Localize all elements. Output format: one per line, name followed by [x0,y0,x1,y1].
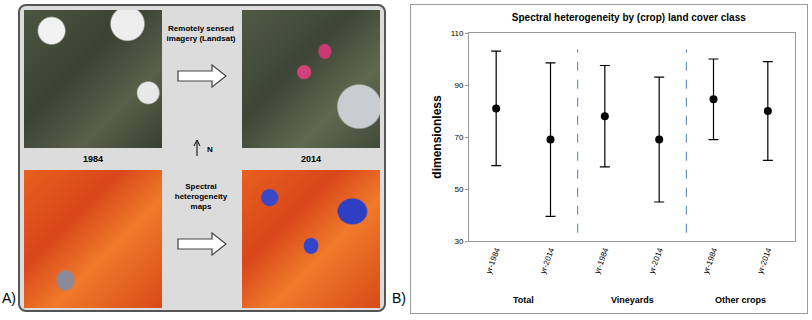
svg-text:Vineyards: Vineyards [611,295,654,305]
svg-text:110: 110 [451,29,464,38]
svg-text:yr-1984: yr-1984 [593,246,611,275]
html-text:1984: 1984 [83,154,103,164]
html-text:B): B) [392,290,406,306]
html-text:Remotely sensed imagery (Lands: Remotely sensed imagery (Landsat) [166,24,236,43]
svg-text:30: 30 [454,237,463,246]
svg-text:yr-2014: yr-2014 [756,246,774,275]
html-text:A): A) [2,290,16,306]
svg-text:50: 50 [454,185,463,194]
svg-text:Total: Total [513,295,534,305]
svg-text:Spectral heterogeneity by (cro: Spectral heterogeneity by (crop) land co… [512,12,746,23]
svg-text:yr-2014: yr-2014 [538,246,556,275]
svg-text:yr-1984: yr-1984 [484,246,502,275]
html-text:N: N [207,145,213,154]
svg-text:yr-2014: yr-2014 [647,246,665,275]
svg-text:70: 70 [454,133,463,142]
html-text:Spectral heterogeneity maps: Spectral heterogeneity maps [174,182,228,211]
svg-text:yr-1984: yr-1984 [701,246,719,275]
html-text:2014: 2014 [301,154,321,164]
svg-text:Other crops: Other crops [715,295,766,305]
svg-text:90: 90 [454,81,463,90]
svg-text:dimensionless: dimensionless [430,95,444,179]
